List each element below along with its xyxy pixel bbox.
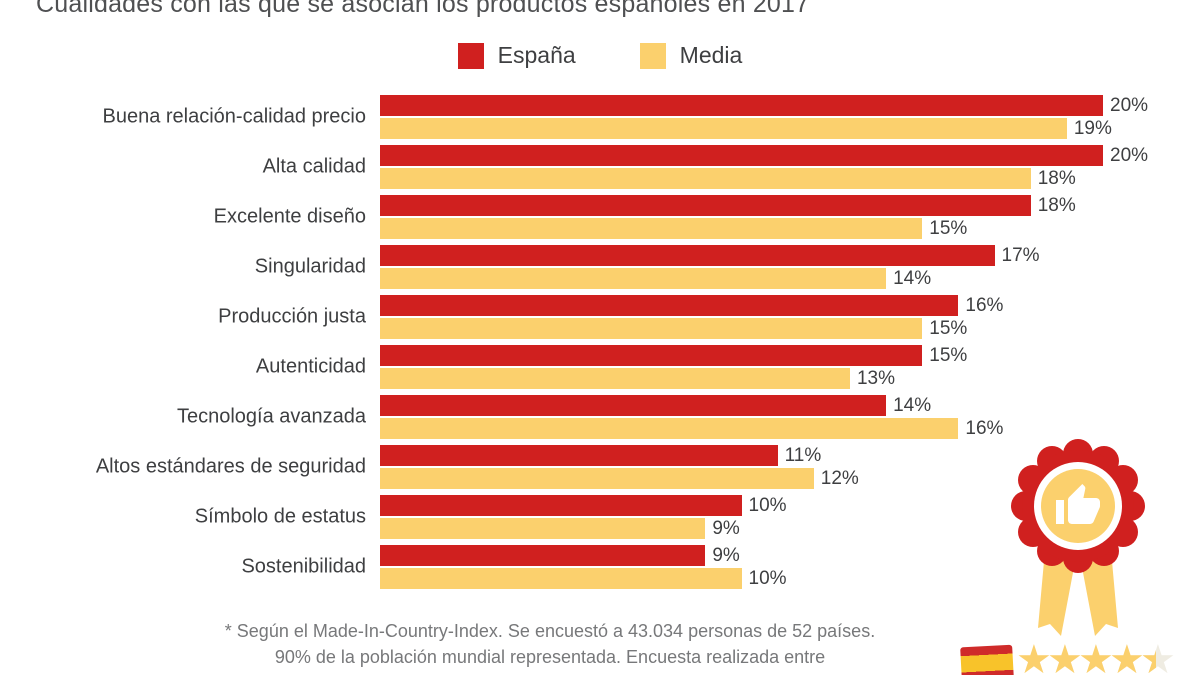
bar-espana [380,195,1031,216]
value-label-espana: 18% [1037,195,1076,216]
legend-item-media: Media [639,42,743,69]
bar-row: Símbolo de estatus 10% 9% [0,494,1200,540]
bar-media [380,368,850,389]
media-swatch-icon [639,42,666,69]
star-icon: ★ [1016,638,1052,675]
bar-row: Altos estándares de seguridad 11% 12% [0,444,1200,490]
thumbs-up-rosette-icon [1011,439,1145,636]
footnote-line: 90% de la población mundial representada… [274,647,826,667]
espana-swatch-icon [457,42,484,69]
bar-media [380,468,814,489]
category-label: Singularidad [254,255,366,278]
bar-media [380,418,959,439]
value-label-media: 10% [748,568,787,589]
bar-row: Buena relación-calidad precio 20% 19% [0,94,1200,140]
value-label-media: 15% [929,318,968,339]
value-label-espana: 14% [893,395,932,416]
value-label-espana: 20% [1110,145,1149,166]
category-label: Buena relación-calidad precio [102,105,367,128]
bar-row: Producción justa 16% 15% [0,294,1200,340]
value-label-media: 9% [712,518,740,539]
bar-espana [380,95,1103,116]
legend: España Media [0,42,1200,69]
star-rating: ★★★★★★ [1016,638,1176,675]
category-label: Símbolo de estatus [194,505,366,528]
bar-espana [380,545,706,566]
value-label-espana: 17% [1001,245,1040,266]
bar-media [380,568,742,589]
category-label: Tecnología avanzada [176,405,366,428]
bar-media [380,518,706,539]
star-icon: ★ [1109,638,1145,675]
value-label-media: 12% [820,468,859,489]
category-label: Producción justa [218,305,366,328]
category-label: Sostenibilidad [241,555,366,578]
footnote-line: * Según el Made-In-Country-Index. Se enc… [224,621,876,641]
category-label: Autenticidad [255,355,366,378]
value-label-espana: 9% [712,545,740,566]
category-label: Alta calidad [262,155,366,178]
spain-flag-icon [960,644,1014,675]
value-label-espana: 20% [1110,95,1149,116]
bar-espana [380,345,923,366]
bar-espana [380,245,995,266]
bar-media [380,218,923,239]
category-label: Altos estándares de seguridad [95,455,366,478]
legend-item-espana: España [457,42,576,69]
bar-espana [380,395,887,416]
thumbs-up-icon [1056,484,1100,524]
chart-title: Cualidades con las que se asocian los pr… [36,0,810,18]
bar-row: Excelente diseño 18% 15% [0,194,1200,240]
bar-media [380,268,887,289]
star-icon: ★ [1078,638,1114,675]
value-label-espana: 15% [929,345,968,366]
ribbon-tails [1038,550,1118,636]
bar-espana [380,495,742,516]
bar-media [380,168,1031,189]
value-label-espana: 16% [965,295,1004,316]
bar-row: Tecnología avanzada 14% 16% [0,394,1200,440]
bar-row: Alta calidad 20% 18% [0,144,1200,190]
legend-label-espana: España [497,42,576,68]
bar-espana [380,295,959,316]
bar-chart: Buena relación-calidad precio 20% 19% Alta … [0,94,1200,594]
bar-media [380,318,923,339]
star-icon: ★ [1047,638,1083,675]
star-icon: ★★ [1140,638,1176,675]
bar-row: Sostenibilidad 9% 10% [0,544,1200,590]
value-label-media: 13% [856,368,895,389]
footnote-line: diciembre de 2016 y enero de 2017 [0,670,1100,675]
value-label-media: 19% [1073,118,1112,139]
footnote: * Según el Made-In-Country-Index. Se enc… [0,618,1100,675]
bar-media [380,118,1067,139]
bar-espana [380,445,778,466]
value-label-media: 15% [929,218,968,239]
value-label-media: 14% [893,268,932,289]
value-label-espana: 10% [748,495,787,516]
bar-espana [380,145,1103,166]
bar-row: Singularidad 17% 14% [0,244,1200,290]
bar-row: Autenticidad 15% 13% [0,344,1200,390]
legend-label-media: Media [679,42,743,68]
value-label-espana: 11% [784,445,822,466]
value-label-media: 16% [965,418,1004,439]
category-label: Excelente diseño [213,205,366,228]
value-label-media: 18% [1037,168,1076,189]
